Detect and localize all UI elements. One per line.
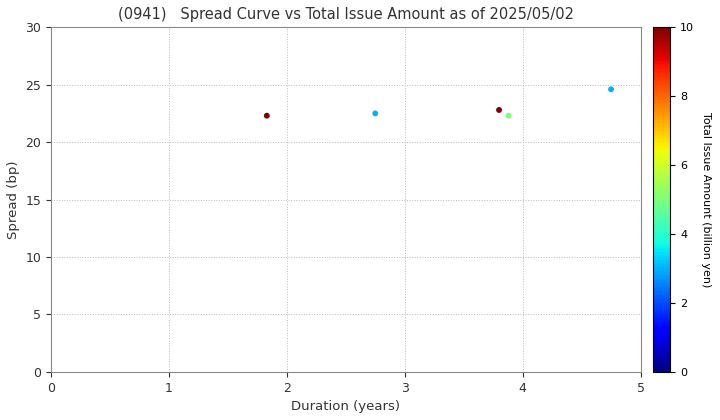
Point (606, 86, 617, 93)
Point (503, 112, 514, 119)
Y-axis label: Total Issue Amount (billion yen): Total Issue Amount (billion yen) (701, 112, 711, 287)
Point (369, 110, 381, 117)
Point (493, 107, 505, 113)
Title: (0941)   Spread Curve vs Total Issue Amount as of 2025/05/02: (0941) Spread Curve vs Total Issue Amoun… (118, 7, 574, 22)
X-axis label: Duration (years): Duration (years) (292, 400, 400, 413)
Point (261, 112, 273, 119)
Y-axis label: Spread (bp): Spread (bp) (7, 160, 20, 239)
